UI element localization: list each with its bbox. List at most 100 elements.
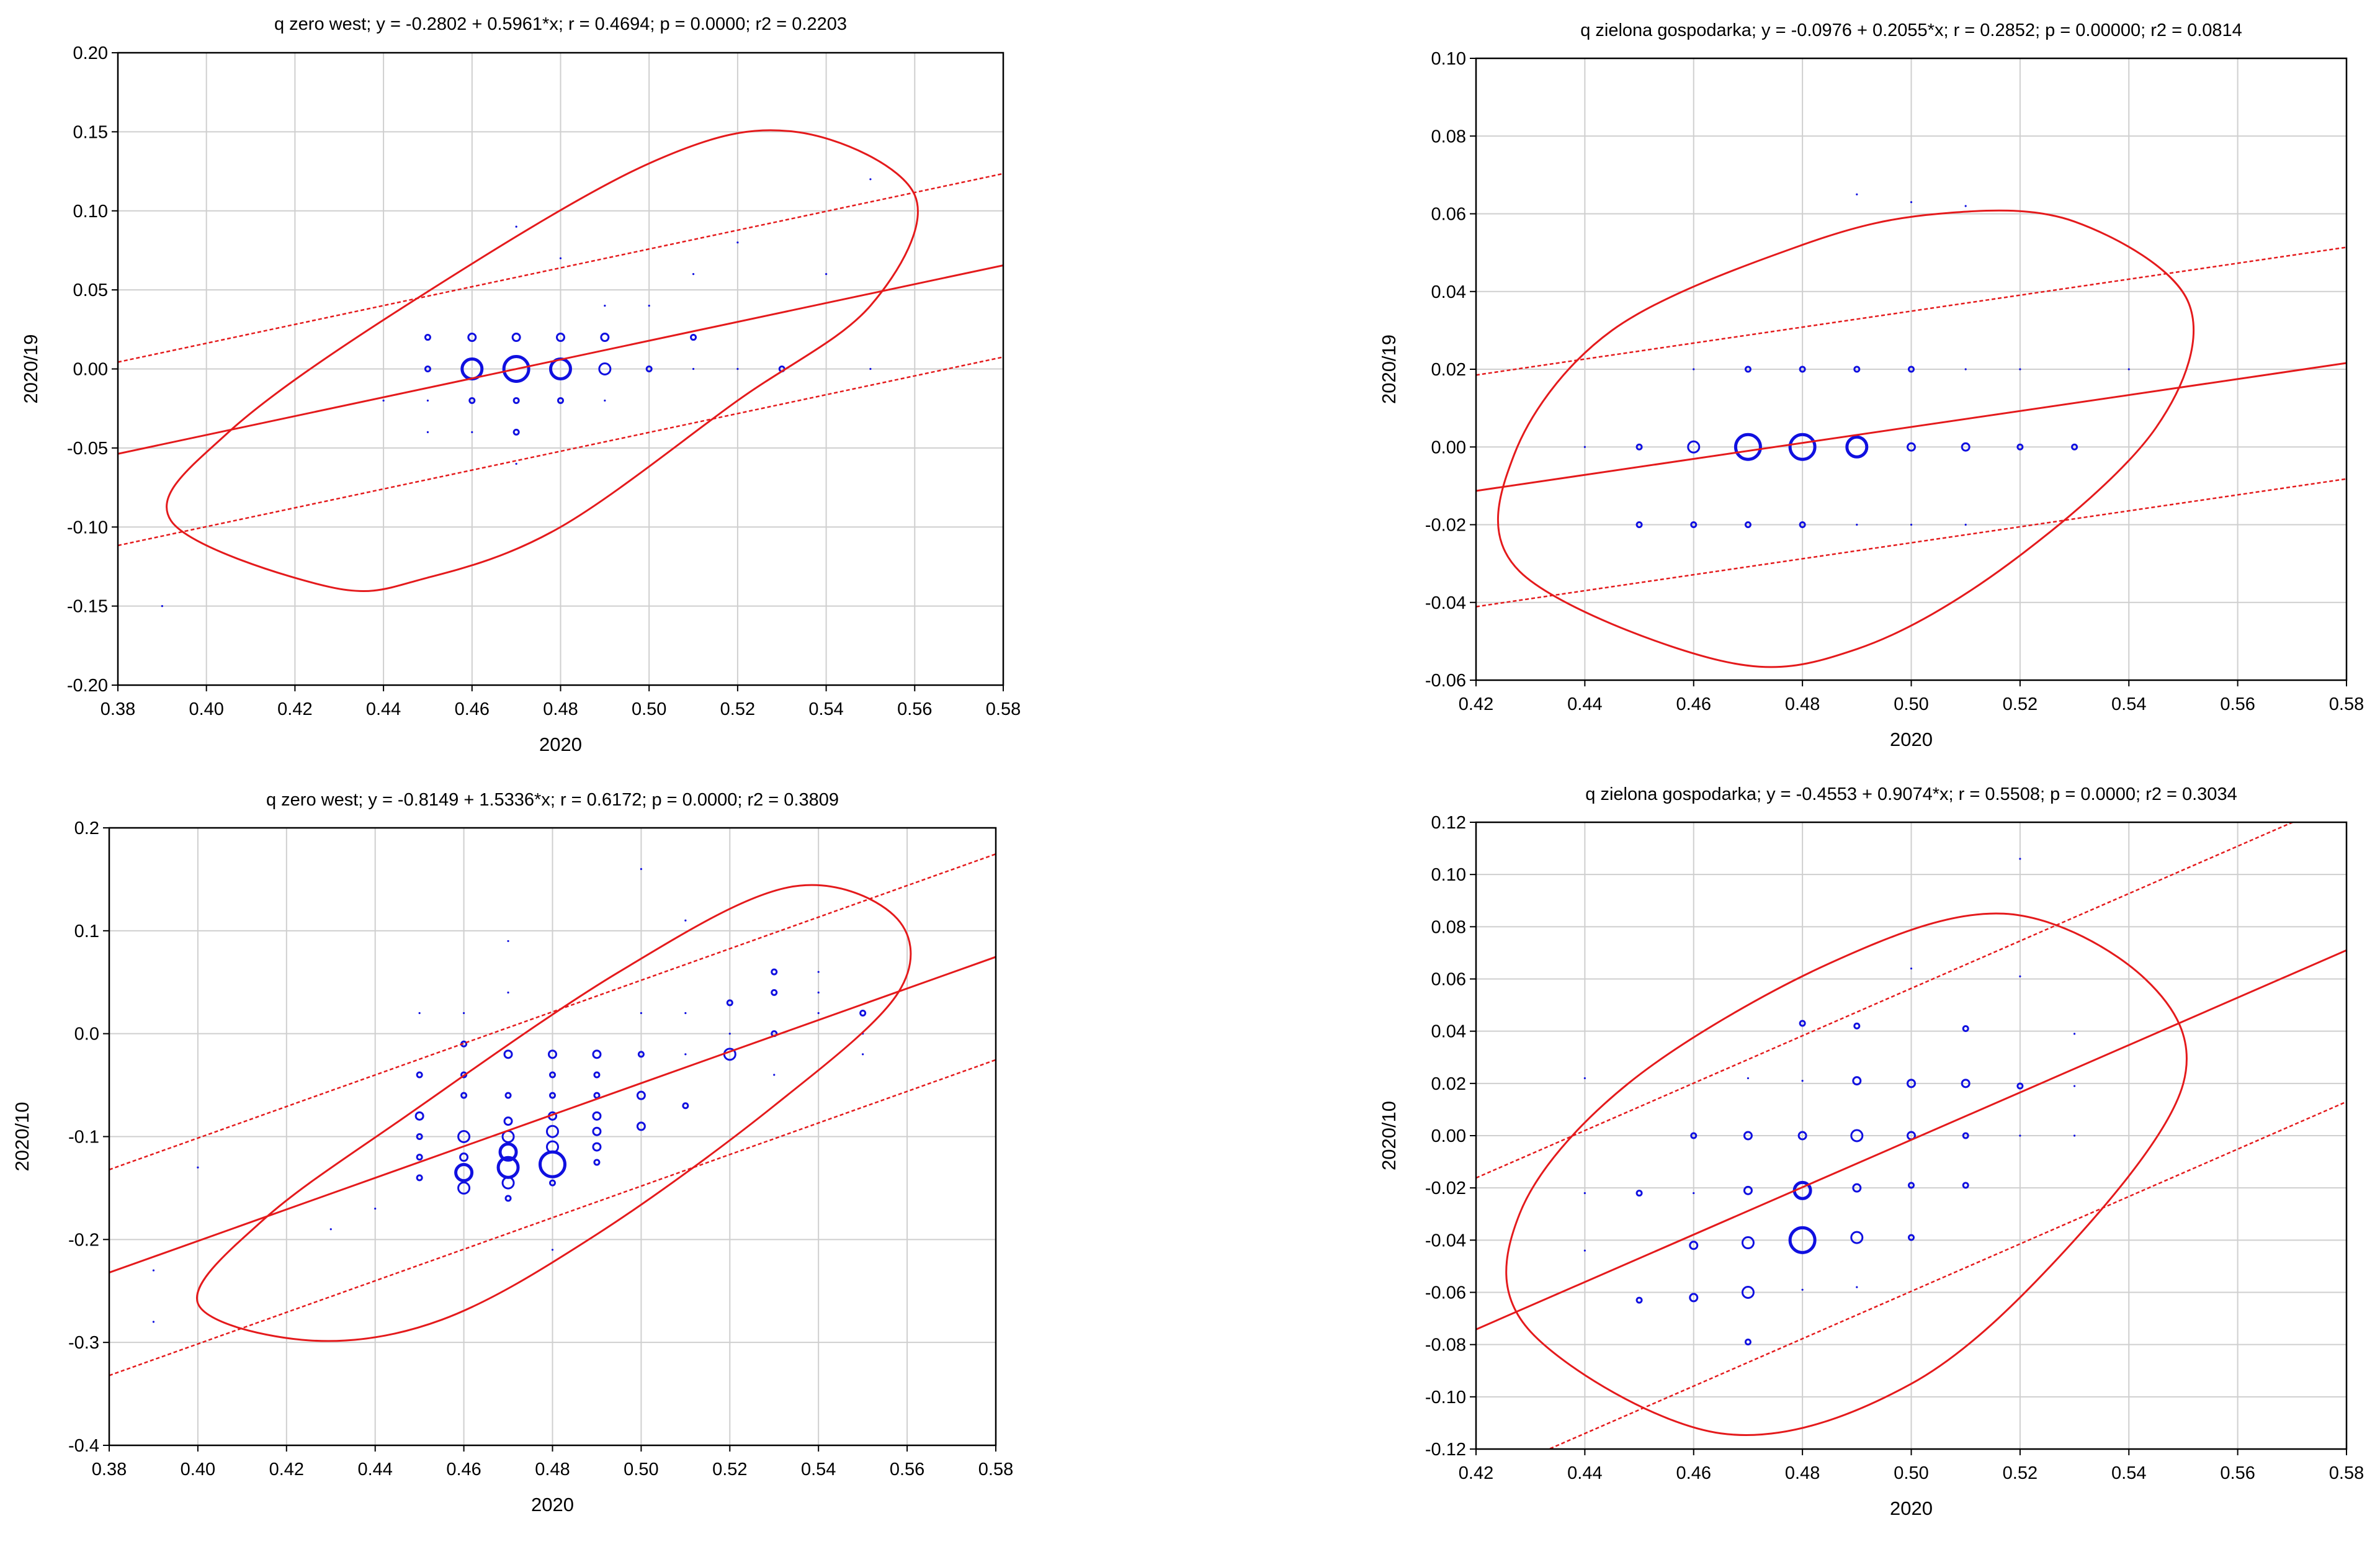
x-tick-label: 0.50 — [632, 699, 666, 719]
data-point — [684, 1053, 687, 1056]
data-point — [726, 999, 733, 1007]
data-point — [684, 919, 687, 922]
y-tick-label: 0.20 — [73, 43, 108, 63]
data-point — [1744, 521, 1751, 528]
regression-line — [109, 956, 996, 1274]
data-point — [869, 367, 872, 370]
y-tick-label: 0.2 — [74, 819, 99, 838]
data-point — [556, 333, 565, 343]
data-point — [1856, 193, 1858, 195]
y-tick-label: -0.04 — [1425, 593, 1466, 613]
data-point — [426, 399, 429, 402]
data-point — [546, 1124, 559, 1138]
y-tick-label: 0.00 — [1431, 438, 1466, 457]
lower-confidence-band — [1547, 1101, 2346, 1449]
data-point — [471, 431, 473, 434]
data-point — [418, 1012, 421, 1015]
data-point — [511, 333, 521, 343]
x-tick-label: 0.54 — [2111, 694, 2146, 714]
x-tick-label: 0.46 — [1676, 1463, 1711, 1483]
data-point — [862, 1053, 864, 1056]
x-tick-label: 0.56 — [2220, 1463, 2255, 1483]
x-tick-label: 0.58 — [978, 1460, 1013, 1479]
x-tick-label: 0.44 — [357, 1460, 392, 1479]
x-tick-label: 0.52 — [720, 699, 755, 719]
data-point — [503, 1049, 513, 1059]
data-point — [467, 333, 477, 343]
x-tick-label: 0.48 — [1785, 694, 1820, 714]
data-point — [1962, 1182, 1969, 1189]
data-point — [512, 397, 520, 404]
data-point — [1852, 1076, 1862, 1086]
y-tick-label: -0.3 — [68, 1333, 99, 1353]
data-point — [161, 605, 163, 608]
x-tick-label: 0.48 — [1785, 1463, 1820, 1483]
upper-confidence-band — [109, 853, 996, 1170]
y-tick-label: -0.08 — [1425, 1335, 1466, 1355]
lower-confidence-band — [118, 356, 1003, 547]
data-point — [152, 1321, 155, 1323]
chart-panel-1: 0.38 0.40 0.42 0.44 0.46 0.48 0.50 0.52 0.54 0.56… — [20, 14, 1021, 755]
y-tick-label: -0.04 — [1425, 1231, 1466, 1250]
x-tick-label: 0.50 — [1894, 1463, 1928, 1483]
data-point — [454, 1163, 474, 1183]
y-tick-label: -0.20 — [67, 676, 108, 696]
data-point — [1853, 366, 1861, 373]
y-tick-label: -0.2 — [68, 1230, 99, 1250]
data-point — [515, 225, 517, 228]
data-point — [2016, 1082, 2024, 1090]
data-point — [1583, 1192, 1586, 1195]
y-tick-label: 0.12 — [1431, 813, 1466, 833]
data-point — [2016, 443, 2024, 451]
data-point — [773, 1074, 776, 1076]
prediction-ellipse — [1505, 912, 2188, 1436]
y-tick-label: 0.15 — [73, 122, 108, 142]
x-tick-label: 0.48 — [543, 699, 578, 719]
data-point — [2019, 1134, 2021, 1137]
data-point — [1961, 1079, 1971, 1088]
data-point — [593, 1159, 601, 1166]
data-point — [503, 1116, 513, 1126]
upper-confidence-band — [118, 173, 1003, 363]
data-point — [414, 1111, 424, 1121]
data-point — [1850, 1129, 1864, 1142]
y-tick-label: -0.02 — [1425, 516, 1466, 536]
data-point — [416, 1133, 423, 1140]
data-point — [1910, 967, 1913, 970]
data-point — [1690, 521, 1698, 528]
data-point — [1693, 368, 1695, 370]
data-point — [549, 1092, 556, 1099]
data-point — [771, 989, 778, 996]
y-tick-label: -0.4 — [68, 1436, 99, 1456]
data-point — [1856, 1286, 1858, 1288]
data-point — [426, 431, 429, 434]
data-point — [515, 462, 517, 465]
x-tick-label: 0.56 — [897, 699, 932, 719]
data-point — [1856, 523, 1858, 526]
lower-confidence-band — [1476, 478, 2346, 608]
x-tick-label: 0.46 — [446, 1460, 481, 1479]
data-point — [1583, 1077, 1586, 1080]
data-point — [648, 305, 650, 307]
data-point — [1962, 1025, 1969, 1032]
y-tick-label: 0.00 — [1431, 1126, 1466, 1146]
y-tick-label: 0.06 — [1431, 205, 1466, 225]
data-point — [1743, 1185, 1753, 1195]
data-point — [2073, 1033, 2076, 1035]
data-point — [1910, 523, 1913, 526]
x-tick-label: 0.58 — [986, 699, 1021, 719]
x-tick-label: 0.42 — [1459, 1463, 1493, 1483]
x-tick-label: 0.40 — [181, 1460, 215, 1479]
chart-panel-4: 0.42 0.44 0.46 0.48 0.50 0.52 0.54 0.56 0.58 -0.1… — [1378, 784, 2364, 1519]
data-point — [692, 367, 695, 370]
y-tick-label: 0.04 — [1431, 1022, 1466, 1042]
data-point — [1583, 446, 1586, 448]
data-point — [1910, 201, 1913, 204]
x-tick-label: 0.54 — [808, 699, 843, 719]
data-point — [1744, 1338, 1751, 1345]
y-tick-label: -0.12 — [1425, 1440, 1466, 1460]
y-axis-label: 2020/19 — [1378, 334, 1400, 404]
plot-frame — [117, 52, 1004, 686]
y-tick-label: 0.05 — [73, 281, 108, 300]
data-point — [692, 273, 695, 276]
